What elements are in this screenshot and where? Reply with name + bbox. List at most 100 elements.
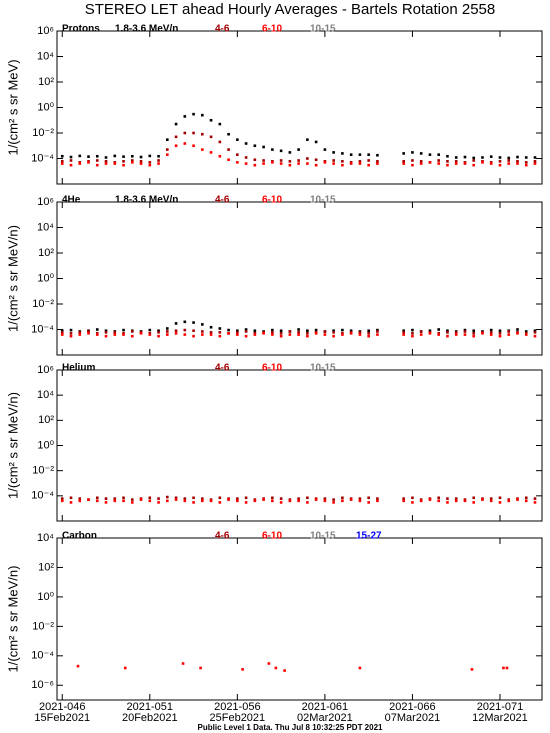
data-point (283, 669, 286, 672)
data-point (122, 328, 125, 332)
data-point (122, 499, 125, 503)
x-tick-date: 20Feb2021 (122, 712, 178, 724)
data-point (95, 499, 99, 503)
data-point (201, 333, 204, 336)
data-point (183, 131, 187, 135)
legend-label: 1.8-3.6 MeV/n (115, 24, 178, 35)
data-point (288, 499, 292, 503)
data-point (104, 162, 108, 165)
data-point (236, 497, 239, 500)
data-point (489, 155, 493, 158)
data-point (236, 329, 239, 333)
data-point (201, 132, 204, 136)
y-tick-label: 10⁶ (37, 196, 54, 208)
data-point (411, 328, 414, 332)
data-point (323, 330, 327, 333)
data-point (174, 496, 178, 500)
data-point (76, 664, 80, 668)
data-point (209, 331, 213, 334)
data-point (498, 160, 502, 163)
data-point (209, 333, 213, 336)
data-point (113, 497, 117, 500)
data-point (367, 163, 370, 167)
data-point (253, 329, 257, 333)
data-point (236, 138, 239, 141)
data-point (419, 162, 423, 165)
data-point (314, 163, 318, 167)
data-point (192, 112, 195, 116)
data-point (288, 163, 292, 167)
data-point (183, 320, 187, 324)
data-point (130, 330, 134, 333)
data-point (341, 496, 344, 500)
data-point (463, 333, 467, 336)
data-point (253, 499, 257, 503)
data-point (166, 153, 169, 156)
data-point (341, 333, 344, 336)
data-point (201, 113, 204, 117)
data-point (367, 332, 370, 335)
data-point (157, 159, 160, 162)
legend-label: 6-10 (262, 24, 282, 35)
legend-label: 6-10 (262, 195, 282, 206)
legend-label: 1.8-3.6 MeV/n (115, 195, 178, 206)
data-point (69, 163, 73, 167)
data-point (157, 501, 160, 504)
legend-label: 10-15 (310, 363, 336, 374)
y-tick-label: 10⁰ (37, 439, 54, 451)
data-point (358, 162, 362, 165)
data-point (253, 333, 257, 336)
data-point (130, 498, 134, 501)
data-point (227, 158, 230, 162)
data-point (367, 153, 370, 156)
data-point (271, 331, 274, 334)
data-point (437, 499, 440, 503)
data-point (69, 328, 73, 332)
data-point (166, 138, 169, 141)
data-point (95, 328, 99, 331)
data-point (113, 331, 117, 334)
data-point (463, 328, 467, 332)
data-point (349, 498, 353, 501)
data-point (271, 496, 274, 500)
data-point (454, 160, 458, 163)
data-point (157, 329, 160, 333)
data-point (411, 163, 414, 167)
data-point (332, 159, 335, 162)
data-point (130, 161, 134, 164)
data-point (463, 330, 467, 333)
data-point (139, 498, 143, 501)
data-point (507, 333, 511, 336)
data-point (419, 330, 423, 333)
data-point (241, 668, 244, 671)
legend-label: 4-6 (215, 24, 230, 35)
data-point (358, 666, 362, 670)
data-point (201, 148, 204, 151)
data-point (411, 151, 414, 154)
legend-label: 4-6 (215, 195, 230, 206)
data-point (489, 499, 493, 503)
data-point (244, 501, 248, 504)
x-tick-date: 15Feb2021 (34, 712, 90, 724)
data-point (524, 163, 528, 167)
data-point (437, 333, 440, 336)
data-point (227, 332, 230, 335)
x-tick-label: 2021-051 (127, 701, 174, 713)
data-point (489, 162, 493, 165)
data-point (174, 332, 178, 335)
data-point (516, 332, 519, 335)
data-point (218, 327, 222, 330)
data-point (104, 160, 108, 163)
data-point (113, 162, 117, 165)
data-point (446, 331, 449, 334)
data-point (271, 148, 274, 151)
data-point (271, 499, 274, 503)
x-tick-date: 12Mar2021 (472, 712, 528, 724)
data-point (192, 329, 195, 333)
x-tick-label: 2021-066 (389, 701, 436, 713)
data-point (489, 328, 493, 332)
data-point (498, 329, 502, 333)
data-point (446, 497, 449, 500)
data-point (376, 333, 379, 336)
legend-label: 10-15 (310, 531, 336, 542)
